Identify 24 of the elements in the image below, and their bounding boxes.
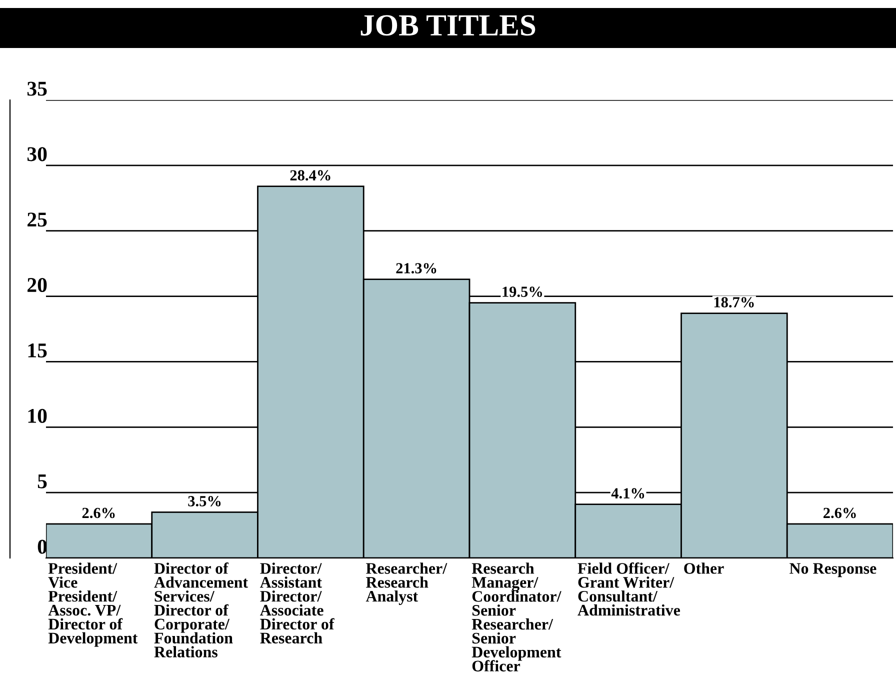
- y-tick-label: 25: [28, 212, 47, 227]
- x-tick-label: Field Officer/ Grant Writer/ Consultant/ Administrative: [578, 562, 680, 616]
- x-tick-label: Research Manager/ Coordinator/ Senior Researcher/ Senior Development Officer: [472, 562, 562, 672]
- x-tick-label: President/ Vice President/ Assoc. VP/ Director of Development: [48, 562, 138, 647]
- x-tick-label: Director of Advancement Services/ Director of Corporate/ Foundation Relations: [154, 562, 248, 658]
- data-label: 3.5%: [188, 496, 221, 506]
- data-label: 4.1%: [611, 488, 644, 499]
- data-label: 21.3%: [396, 263, 436, 274]
- y-tick-label: 20: [28, 278, 47, 292]
- y-tick-label: 15: [28, 344, 47, 358]
- data-label: 28.4%: [290, 170, 330, 181]
- y-tick-label: 10: [28, 408, 47, 423]
- y-tick-label: 35: [27, 82, 47, 96]
- x-tick-label: No Response: [790, 563, 876, 578]
- y-tick-label: 30: [27, 147, 47, 162]
- x-tick-label: Researcher/ Research Analyst: [366, 562, 448, 605]
- y-tick-label: 5: [38, 474, 47, 488]
- x-tick-label: Other: [684, 562, 724, 574]
- data-label: 2.6%: [82, 508, 115, 518]
- x-tick-label: Director/ Assistant Director/ Associate Director of Research: [260, 562, 334, 644]
- chart-title: JOB TITLES: [360, 15, 536, 36]
- data-label: 18.7%: [714, 297, 754, 308]
- data-label: 19.5%: [502, 286, 542, 298]
- data-label: 2.6%: [824, 508, 856, 518]
